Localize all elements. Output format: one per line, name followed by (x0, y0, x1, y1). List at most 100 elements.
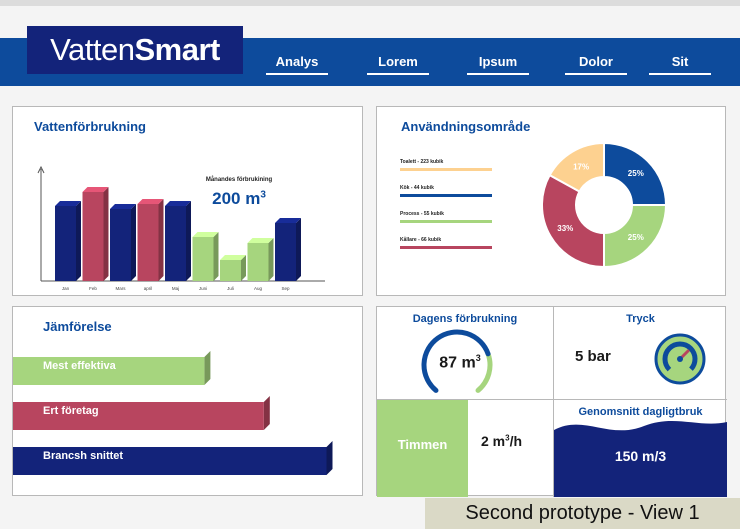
x-tick-label: Mars (116, 286, 127, 291)
bar-top (82, 187, 109, 192)
bar-side (213, 232, 219, 281)
timmen-badge: Timmen (377, 400, 468, 497)
x-tick-label: Juni (199, 286, 207, 291)
bar-side (296, 218, 301, 281)
bar (110, 209, 131, 281)
bar-side (268, 238, 274, 281)
legend-line (400, 246, 492, 249)
bar-side (241, 255, 246, 281)
monthly-label: Månandes förbrukining (205, 177, 273, 183)
x-tick-label: Feb (89, 286, 97, 291)
comparison-bar (13, 357, 205, 385)
legend-line (400, 168, 492, 171)
y-axis-arrow (37, 165, 45, 174)
bar-side (76, 201, 81, 281)
donut-slice-label: 17% (573, 162, 589, 171)
nav-item-ipsum[interactable]: Ipsum (467, 54, 529, 75)
legend-label: Kök - 44 kubik (400, 185, 434, 191)
nav-item-dolor[interactable]: Dolor (565, 54, 627, 75)
x-tick-label: Maj (172, 286, 179, 291)
timmen-label: Timmen (397, 437, 448, 452)
bar (137, 204, 159, 281)
usage-title: Användningsområde (401, 119, 531, 134)
donut-slice (603, 204, 668, 269)
app-logo[interactable]: VattenSmart (27, 26, 243, 74)
donut-slice-label: 33% (557, 224, 573, 233)
bar-top (137, 199, 164, 204)
x-tick-label: Juli (227, 286, 234, 291)
legend-item: Kållare - 66 kubik (400, 237, 492, 249)
nav-item-sit[interactable]: Sit (649, 54, 711, 75)
bar (247, 243, 269, 281)
x-tick-label: Sep (281, 286, 290, 291)
view-caption: Second prototype - View 1 (425, 498, 740, 529)
bar (192, 237, 214, 281)
bar (55, 206, 76, 281)
nav-underline (565, 73, 627, 75)
nav-underline (649, 73, 711, 75)
nav-underline (367, 73, 429, 75)
comparison-bar-side (204, 351, 211, 385)
bar-top (220, 255, 246, 260)
bar (220, 260, 241, 281)
kpi-divider-v (553, 307, 554, 497)
donut-slice-label: 25% (628, 233, 644, 242)
legend-line (400, 194, 492, 197)
gauge-remaining (475, 351, 493, 393)
bar (165, 206, 186, 281)
legend-item: Toalett - 223 kubik (400, 159, 492, 171)
timmen-value: 2 m3/h (481, 433, 523, 449)
bar-top (110, 204, 136, 209)
nav-item-analys[interactable]: Analys (266, 54, 328, 75)
legend-line (400, 220, 492, 223)
comparison-bar (13, 447, 327, 475)
pressure-gauge-icon (654, 333, 706, 385)
pressure-value: 5 bar (575, 348, 611, 365)
comparison-bar-side (326, 441, 333, 475)
daily-title: Dagens förbrukning (412, 313, 518, 325)
gauge-fill (421, 329, 491, 393)
legend-label: Kållare - 66 kubik (400, 237, 442, 243)
comparison-bar-side (263, 396, 270, 430)
donut-slice-label: 25% (628, 169, 644, 178)
bar-side (158, 199, 164, 281)
bar (275, 223, 296, 281)
usage-panel: Användningsområde Toalett - 223 kubik Kök… (376, 106, 726, 296)
kpi-panel: Dagens förbrukning 87 m3 Tryck 5 bar Tim… (376, 306, 727, 497)
pressure-title: Tryck (626, 313, 655, 325)
bar-side (186, 201, 191, 281)
x-tick-label: april (144, 286, 153, 291)
nav-underline (467, 73, 529, 75)
x-tick-label: Jan (62, 286, 70, 291)
monthly-value: 200 m3 (212, 189, 266, 208)
consumption-panel: Vattenförbrukning Jan Feb Mars april Maj Juni… (12, 106, 363, 296)
usage-donut-chart: 25% 25% 33% 17% (541, 141, 668, 269)
bar-top (275, 218, 301, 223)
bar-top (247, 238, 274, 243)
comparison-panel: Jämförelse Mest effektiva Ert företag Br… (12, 306, 363, 496)
legend-item: Process - 55 kubik (400, 211, 492, 223)
kpi-divider-h (377, 399, 727, 400)
legend-item: Kök - 44 kubik (400, 185, 492, 197)
comparison-bars (13, 351, 333, 475)
consumption-bar-chart: Jan Feb Mars april Maj Juni Juli Aug Sep (37, 165, 325, 291)
comparison-bar (13, 402, 264, 430)
bar-side (131, 204, 136, 281)
top-strip (0, 0, 740, 6)
consumption-title: Vattenförbrukning (34, 119, 146, 134)
daily-value: 87 m3 (439, 353, 481, 372)
donut-slice (541, 173, 605, 269)
bar-side (103, 187, 109, 281)
bar (82, 192, 104, 281)
donut-slice (603, 141, 668, 206)
bar-top (165, 201, 191, 206)
daily-gauge (421, 329, 493, 393)
average-wave (554, 420, 727, 497)
legend-label: Process - 55 kubik (400, 211, 444, 217)
bar-top (192, 232, 219, 237)
donut-slice (548, 141, 605, 193)
nav-item-lorem[interactable]: Lorem (367, 54, 429, 75)
bar-top (55, 201, 81, 206)
x-tick-label: Aug (254, 286, 263, 291)
legend-label: Toalett - 223 kubik (400, 159, 444, 165)
